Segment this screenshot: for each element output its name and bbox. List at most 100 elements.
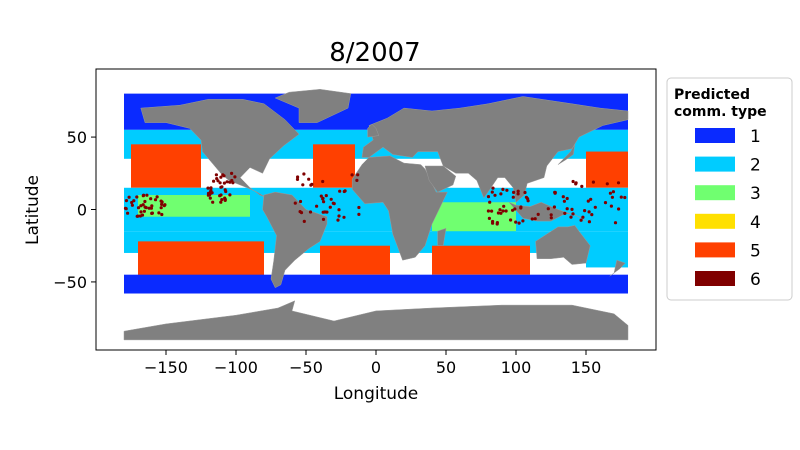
type6-point xyxy=(571,212,575,216)
type6-point xyxy=(549,213,553,217)
type6-point xyxy=(157,211,161,215)
type6-point xyxy=(206,186,210,190)
type6-point xyxy=(209,188,213,192)
legend-label-1: 1 xyxy=(750,127,761,147)
type6-point xyxy=(212,179,216,183)
type6-point xyxy=(155,195,159,199)
type6-point xyxy=(502,204,506,208)
type6-point xyxy=(499,211,503,215)
x-tick-label: −100 xyxy=(214,358,258,377)
type6-point xyxy=(228,193,232,197)
type6-point xyxy=(149,206,153,210)
type6-point xyxy=(516,189,520,193)
type6-point xyxy=(486,209,490,213)
type6-point xyxy=(225,180,229,184)
type6-point xyxy=(616,181,621,185)
type6-point xyxy=(160,212,164,217)
type6-point xyxy=(350,173,354,177)
x-tick-label: 50 xyxy=(436,358,456,377)
type6-point xyxy=(590,213,594,217)
type6-point xyxy=(619,195,623,199)
type6-point xyxy=(323,210,327,214)
type6-point xyxy=(143,199,147,204)
land-north-america xyxy=(140,99,300,199)
type6-point xyxy=(142,209,146,213)
type6-point xyxy=(209,191,213,195)
ocean-band-type-5 xyxy=(131,144,201,188)
type6-point xyxy=(499,192,503,196)
legend-label-3: 3 xyxy=(750,184,761,204)
type6-points-layer xyxy=(123,171,627,226)
type6-point xyxy=(223,196,227,200)
legend-swatch-5 xyxy=(695,242,735,258)
type6-point xyxy=(501,209,505,213)
type6-point xyxy=(136,214,140,218)
type6-point xyxy=(565,196,569,201)
y-tick-label: 50 xyxy=(67,128,87,147)
type6-point xyxy=(296,175,300,179)
type6-point xyxy=(505,188,509,192)
ocean-band-type-5 xyxy=(432,245,530,275)
type6-point xyxy=(218,194,222,198)
type6-point xyxy=(218,181,222,185)
type6-point xyxy=(563,211,567,215)
type6-point xyxy=(214,173,218,177)
x-axis: −150 −100 −50 0 50 100 150 xyxy=(144,350,601,377)
type6-point xyxy=(553,191,557,195)
type6-point xyxy=(536,212,540,216)
type6-point xyxy=(523,190,527,195)
x-tick-label: 0 xyxy=(371,358,381,377)
type6-point xyxy=(589,197,593,201)
legend-label-5: 5 xyxy=(750,241,761,261)
land-arabia xyxy=(424,165,457,193)
y-tick-label: 0 xyxy=(77,201,87,220)
type6-point xyxy=(610,195,615,199)
type6-point xyxy=(516,192,520,196)
type6-point xyxy=(159,206,163,210)
type6-point xyxy=(611,190,616,194)
land-africa xyxy=(351,155,448,261)
type6-point xyxy=(322,200,326,204)
y-axis: −50 0 50 xyxy=(53,128,96,292)
type6-point xyxy=(209,186,213,190)
type6-point xyxy=(211,200,215,204)
type6-point xyxy=(533,217,537,221)
type6-point xyxy=(509,218,513,222)
type6-point xyxy=(617,207,621,211)
type6-point xyxy=(517,221,521,225)
legend: Predicted comm. type 1 2 3 4 5 6 xyxy=(666,77,793,301)
type6-point xyxy=(583,209,587,213)
type6-point xyxy=(307,177,311,181)
type6-point xyxy=(216,179,220,183)
land-greenland xyxy=(274,89,352,123)
type6-point xyxy=(562,199,567,203)
type6-point xyxy=(608,191,613,195)
type6-point xyxy=(587,220,592,224)
land-europe-asia xyxy=(361,96,629,203)
y-tick-label: −50 xyxy=(53,273,87,292)
plot-area xyxy=(95,68,657,351)
type6-point xyxy=(495,222,499,226)
type6-point xyxy=(308,210,313,214)
type6-point xyxy=(219,200,223,204)
type6-point xyxy=(571,179,575,184)
ocean-band-type-1 xyxy=(124,274,628,294)
legend-entries: 1 2 3 4 5 6 xyxy=(695,127,761,290)
type6-point xyxy=(623,195,627,200)
type6-point xyxy=(337,214,341,218)
type6-point xyxy=(147,206,151,210)
type6-point xyxy=(208,196,212,200)
type6-point xyxy=(293,201,297,205)
type6-point xyxy=(605,182,609,186)
type6-point xyxy=(490,190,494,194)
type6-point xyxy=(139,210,143,214)
type6-point xyxy=(321,217,326,221)
type6-point xyxy=(593,205,597,209)
type6-point xyxy=(603,201,608,205)
type6-point xyxy=(299,211,304,215)
type6-point xyxy=(570,207,574,211)
type6-point xyxy=(141,203,145,207)
type6-point xyxy=(490,209,494,213)
type6-point xyxy=(355,178,359,182)
ocean-band-type-5 xyxy=(313,144,355,188)
